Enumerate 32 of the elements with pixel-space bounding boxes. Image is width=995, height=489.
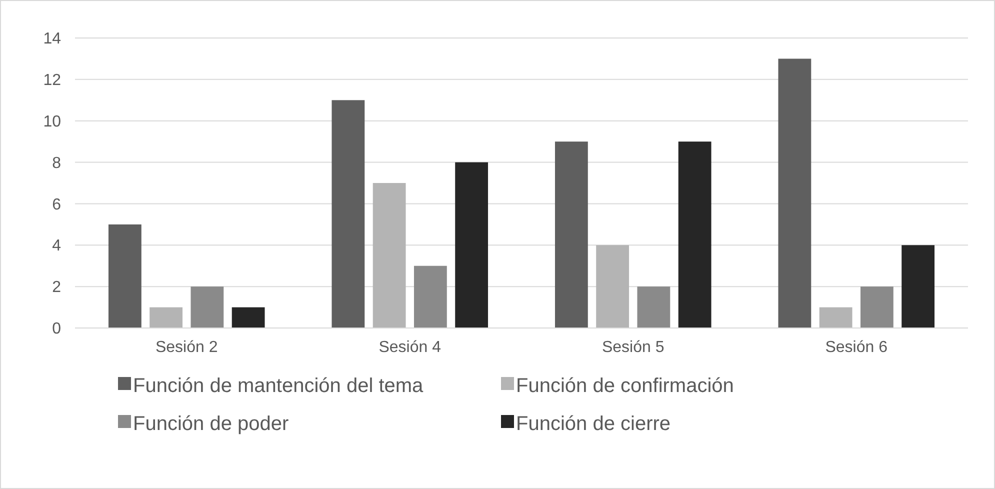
bar xyxy=(819,307,852,328)
y-tick-label: 0 xyxy=(52,320,62,338)
bar xyxy=(232,307,265,328)
y-tick-label: 10 xyxy=(43,113,62,130)
y-tick-label: 4 xyxy=(52,238,62,255)
bar xyxy=(860,286,894,328)
bar xyxy=(902,245,935,328)
y-tick-label: 8 xyxy=(52,154,62,172)
bar xyxy=(455,162,488,328)
bar xyxy=(414,266,447,328)
y-tick-label: 6 xyxy=(52,196,62,214)
x-tick-label: Sesión 5 xyxy=(602,339,664,356)
legend-label: Función de mantención del tema xyxy=(133,375,424,397)
bar xyxy=(150,307,183,328)
bar xyxy=(332,100,365,328)
bar xyxy=(108,224,142,328)
legend-label: Función de confirmación xyxy=(516,375,734,397)
y-tick-label: 12 xyxy=(43,72,62,90)
bar xyxy=(190,286,224,328)
bar xyxy=(554,142,588,328)
legend-label: Función de poder xyxy=(133,413,290,435)
bar xyxy=(678,142,712,328)
x-tick-label: Sesión 4 xyxy=(378,339,442,356)
bar xyxy=(637,286,670,328)
x-tick-label: Sesión 2 xyxy=(155,339,218,356)
x-tick-label: Sesión 6 xyxy=(825,339,888,356)
bar xyxy=(596,245,630,328)
y-tick-label: 2 xyxy=(52,279,62,296)
y-tick-label: 14 xyxy=(43,30,62,48)
bar xyxy=(372,183,406,328)
legend-label: Función de cierre xyxy=(516,413,671,435)
bar xyxy=(778,58,812,328)
